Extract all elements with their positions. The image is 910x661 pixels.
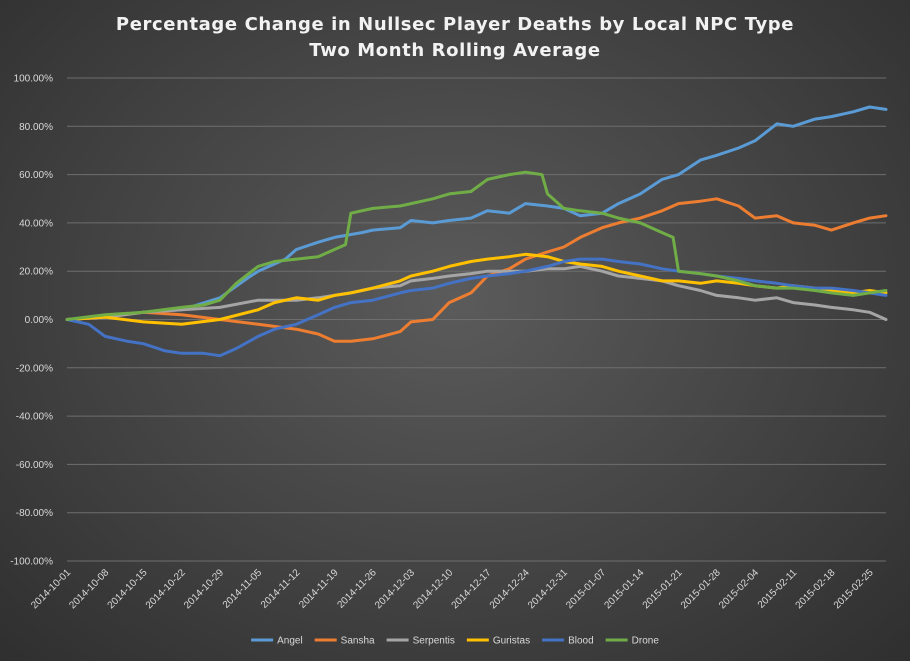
chart-title: Percentage Change in Nullsec Player Deat… bbox=[116, 14, 794, 35]
x-tick-label: 2015-01-07 bbox=[564, 567, 608, 611]
x-tick-label: 2015-01-14 bbox=[602, 567, 646, 611]
x-tick-label: 2015-02-04 bbox=[717, 567, 761, 611]
legend: Angel Sansha Serpentis Guristas Blood Drone bbox=[251, 636, 659, 647]
x-tick-label: 2015-01-21 bbox=[641, 567, 685, 611]
x-tick-label: 2015-01-28 bbox=[679, 567, 723, 611]
x-tick-label: 2014-10-01 bbox=[29, 567, 73, 611]
legend-label-guristas: Guristas bbox=[493, 636, 530, 647]
x-tick-label: 2014-10-15 bbox=[106, 567, 150, 611]
y-tick-label: -100.00% bbox=[10, 557, 53, 568]
x-tick-label: 2015-02-18 bbox=[794, 567, 838, 611]
x-tick-label: 2014-12-24 bbox=[488, 567, 532, 611]
x-tick-label: 2014-11-19 bbox=[297, 567, 341, 611]
y-axis-ticks: 100.00% 80.00% 60.00% 40.00% 20.00% 0.00% -20.… bbox=[10, 74, 53, 568]
legend-label-sansha: Sansha bbox=[341, 636, 375, 647]
x-tick-label: 2014-12-17 bbox=[450, 567, 494, 611]
x-tick-label: 2014-12-03 bbox=[373, 567, 417, 611]
x-tick-label: 2014-10-22 bbox=[144, 567, 188, 611]
x-tick-label: 2014-11-05 bbox=[221, 567, 265, 611]
series-line-drone bbox=[65, 170, 888, 321]
y-tick-label: 80.00% bbox=[19, 122, 53, 133]
y-tick-label: 60.00% bbox=[19, 170, 53, 181]
x-tick-label: 2014-10-29 bbox=[182, 567, 226, 611]
x-tick-label: 2014-10-08 bbox=[67, 567, 111, 611]
y-tick-label: 40.00% bbox=[19, 218, 53, 229]
y-tick-label: -80.00% bbox=[16, 508, 53, 519]
series-line-serpentis bbox=[65, 264, 888, 321]
gridlines bbox=[67, 77, 886, 562]
y-tick-label: -40.00% bbox=[16, 412, 53, 423]
x-tick-label: 2015-02-25 bbox=[832, 567, 876, 611]
series-line-angel bbox=[65, 105, 888, 321]
series-lines bbox=[65, 105, 888, 358]
y-tick-label: 20.00% bbox=[19, 267, 53, 278]
y-tick-label: -60.00% bbox=[16, 460, 53, 471]
legend-label-drone: Drone bbox=[632, 636, 660, 647]
chart-subtitle: Two Month Rolling Average bbox=[309, 40, 600, 61]
y-tick-label: -20.00% bbox=[16, 363, 53, 374]
legend-label-blood: Blood bbox=[568, 636, 594, 647]
y-tick-label: 0.00% bbox=[25, 315, 53, 326]
legend-label-serpentis: Serpentis bbox=[413, 636, 455, 647]
series-line-blood bbox=[65, 257, 888, 358]
x-axis-ticks: 2014-10-012014-10-082014-10-152014-10-22… bbox=[29, 567, 876, 611]
x-tick-label: 2014-12-10 bbox=[411, 567, 455, 611]
legend-label-angel: Angel bbox=[277, 636, 303, 647]
x-tick-label: 2014-11-12 bbox=[259, 567, 303, 611]
x-tick-label: 2014-12-31 bbox=[526, 567, 570, 611]
y-tick-label: 100.00% bbox=[14, 74, 54, 85]
